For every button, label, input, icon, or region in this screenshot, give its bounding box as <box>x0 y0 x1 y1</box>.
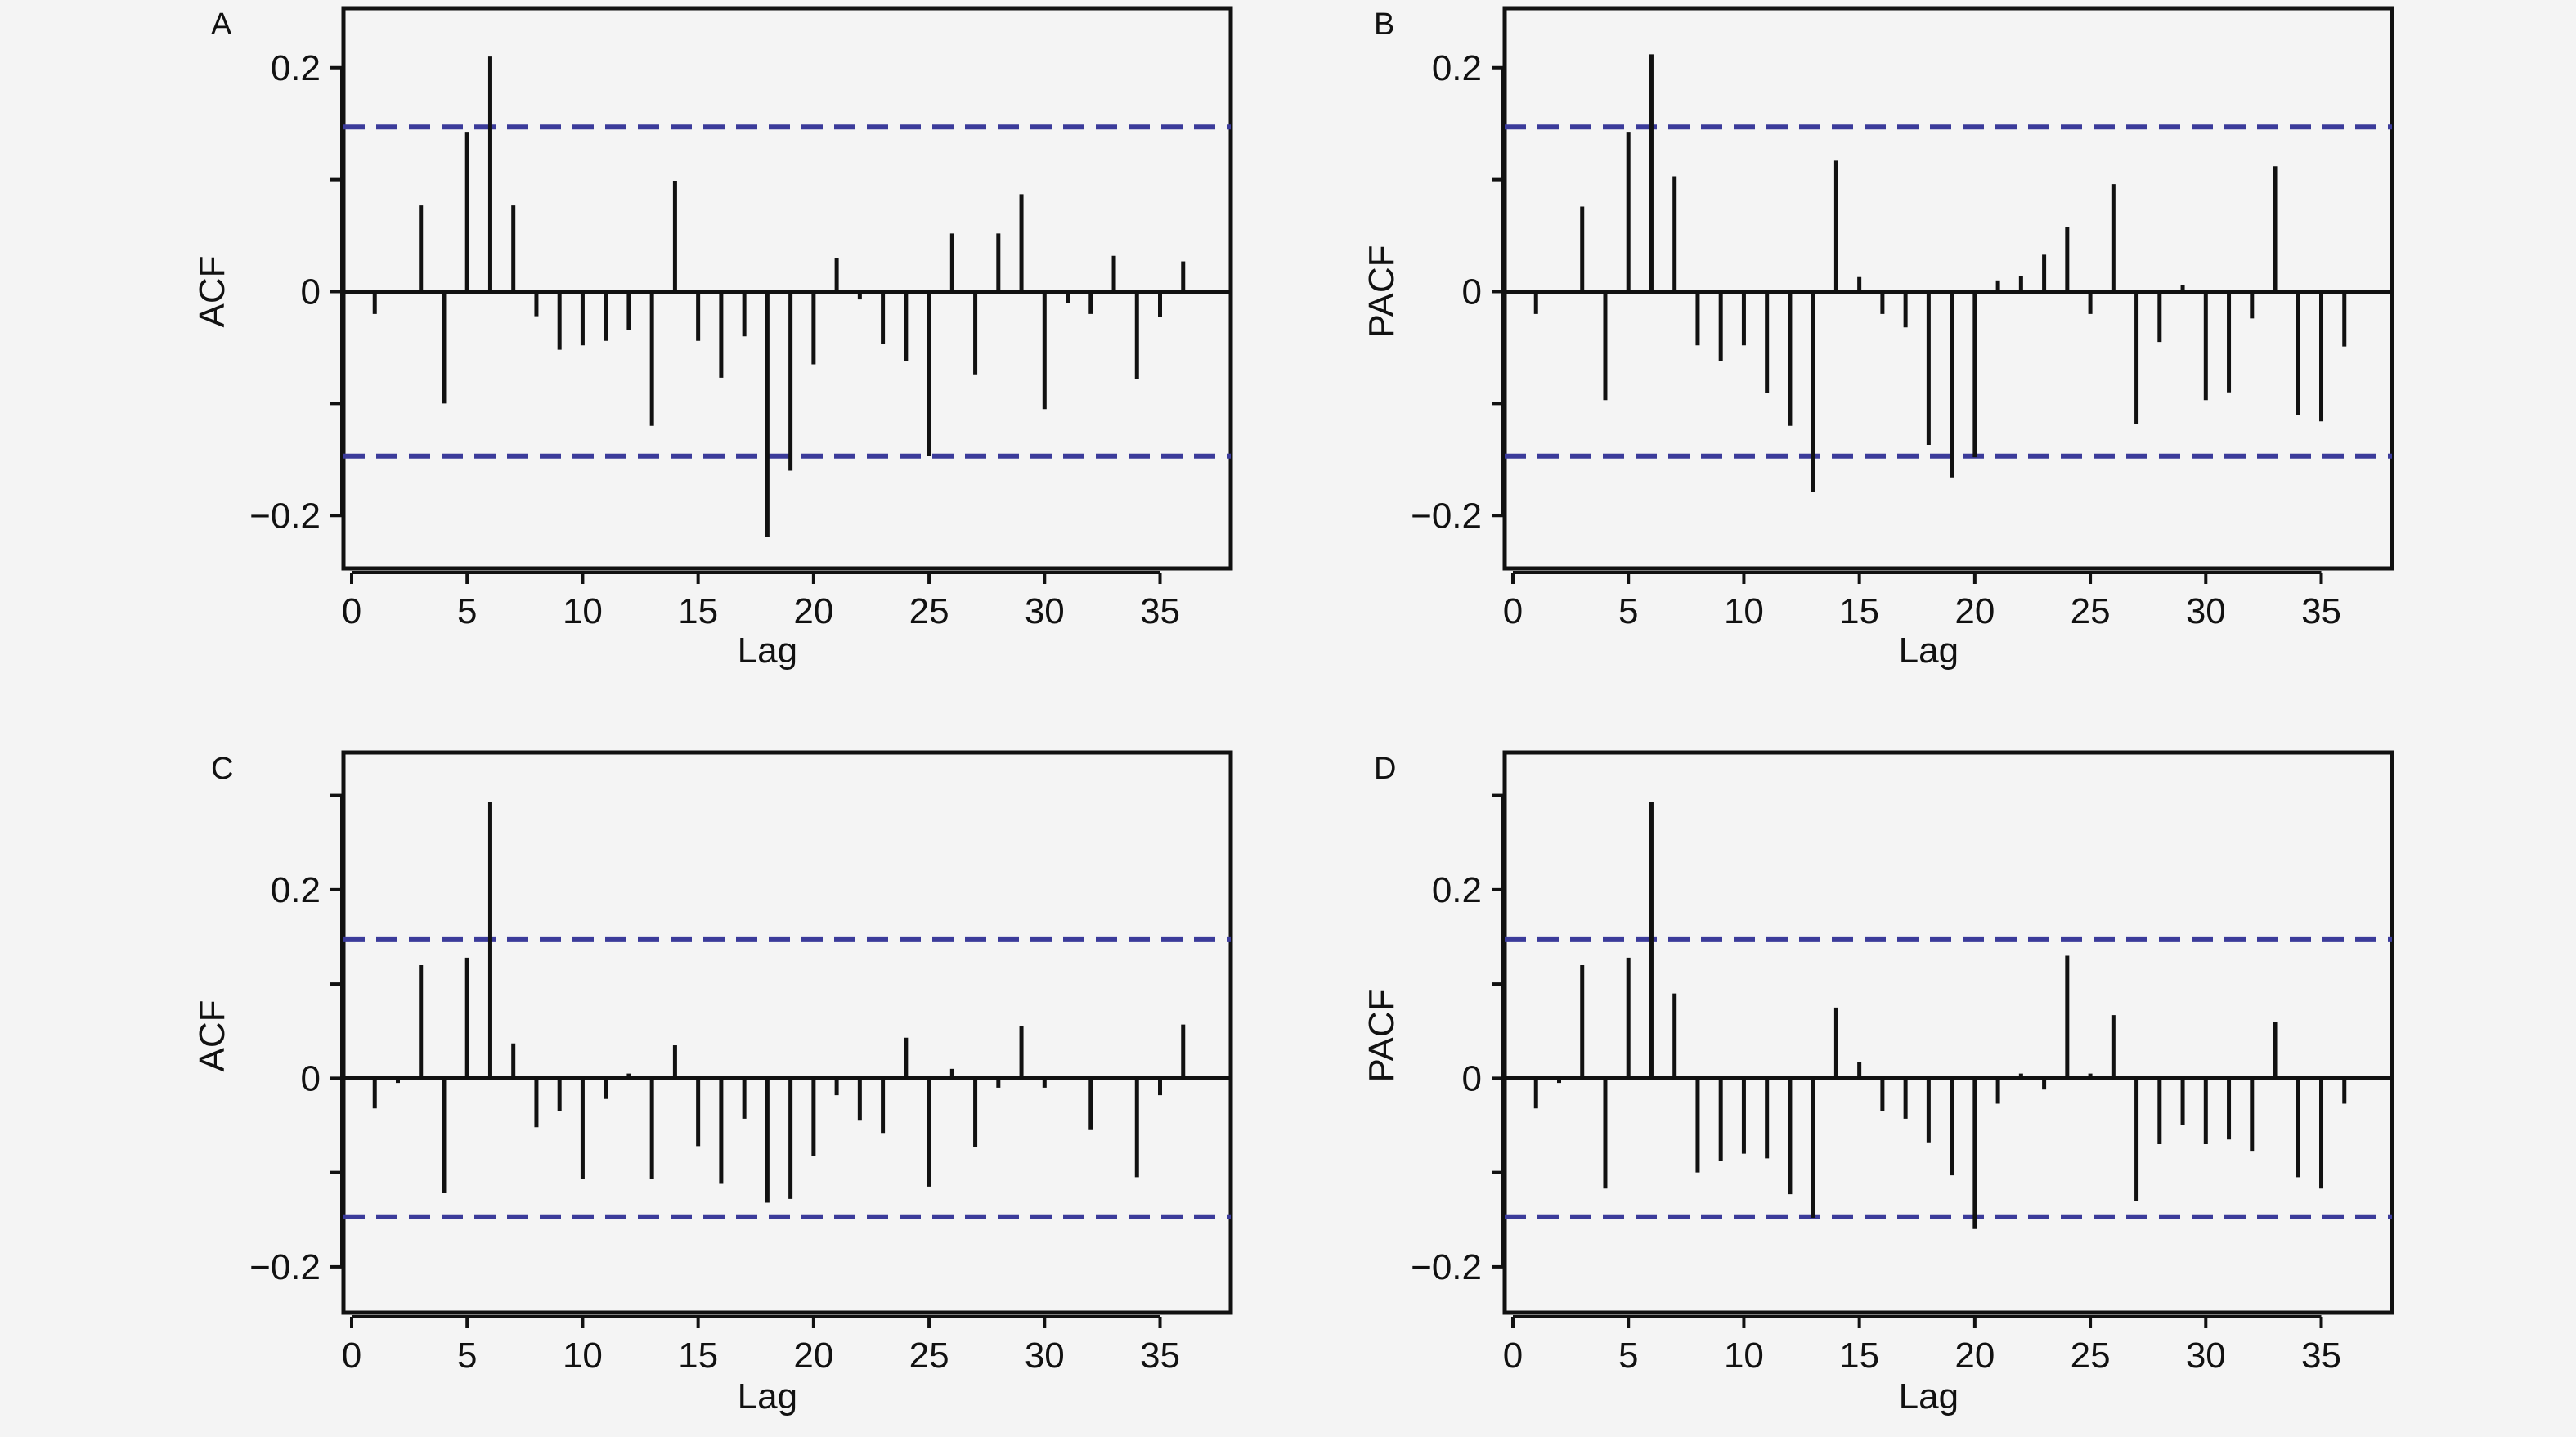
panel-letter: B <box>1374 7 1394 42</box>
x-tick-label: 0 <box>1503 1336 1523 1376</box>
panel-letter: A <box>211 7 232 42</box>
y-tick-label: 0 <box>301 1058 321 1098</box>
panel-letter: C <box>211 752 233 786</box>
x-tick-label: 10 <box>1724 591 1764 631</box>
x-tick-label: 10 <box>563 591 603 631</box>
y-axis-label: PACF <box>1362 245 1402 338</box>
plot-frame <box>341 6 1233 571</box>
x-tick-label: 25 <box>909 1336 949 1376</box>
x-tick-label: 5 <box>1618 1336 1638 1376</box>
y-tick-label: −0.2 <box>1411 496 1482 536</box>
x-axis-label: Lag <box>738 631 797 671</box>
panel-c: C −0.2 0 0.2 ACF 0 5 10 15 20 25 30 35 Lag <box>192 750 1233 1417</box>
x-tick-label: 30 <box>2186 1336 2226 1376</box>
y-tick-label: 0.2 <box>271 870 321 910</box>
x-tick-label: 25 <box>2071 1336 2111 1376</box>
x-tick-label: 25 <box>2071 591 2111 631</box>
x-tick-label: 20 <box>1954 591 1995 631</box>
x-tick-label: 35 <box>1140 1336 1180 1376</box>
x-tick-label: 15 <box>678 1336 718 1376</box>
plot-frame <box>1502 6 2394 571</box>
y-tick-label: −0.2 <box>249 1247 321 1287</box>
x-axis-label: Lag <box>1899 631 1959 671</box>
y-tick-label: 0.2 <box>1432 48 1482 88</box>
y-tick-label: 0 <box>1462 1058 1482 1098</box>
x-tick-label: 5 <box>1618 591 1638 631</box>
panel-d: D −0.2 0 0.2 PACF 0 5 10 15 20 25 30 35 Lag <box>1362 750 2394 1417</box>
x-axis-label: Lag <box>738 1376 797 1417</box>
x-tick-label: 20 <box>793 591 833 631</box>
panel-letter: D <box>1374 752 1396 786</box>
x-tick-label: 20 <box>1954 1336 1995 1376</box>
y-tick-label: 0.2 <box>1432 870 1482 910</box>
x-tick-label: 30 <box>1025 1336 1065 1376</box>
y-tick-label: 0 <box>1462 272 1482 312</box>
x-tick-label: 0 <box>342 1336 361 1376</box>
x-tick-label: 10 <box>1724 1336 1764 1376</box>
y-tick-label: −0.2 <box>249 496 321 536</box>
x-tick-label: 15 <box>1839 591 1879 631</box>
panel-a: A −0.2 0 0.2 ACF 0 5 10 15 20 25 30 35 Lag <box>192 6 1233 671</box>
x-tick-label: 30 <box>1025 591 1065 631</box>
x-tick-label: 15 <box>1839 1336 1879 1376</box>
x-tick-label: 5 <box>457 591 477 631</box>
x-axis-label: Lag <box>1899 1376 1959 1417</box>
x-tick-label: 15 <box>678 591 718 631</box>
x-tick-label: 35 <box>1140 591 1180 631</box>
x-tick-label: 25 <box>909 591 949 631</box>
x-tick-label: 30 <box>2186 591 2226 631</box>
x-tick-label: 35 <box>2301 1336 2341 1376</box>
y-axis-label: ACF <box>192 256 232 328</box>
y-tick-label: −0.2 <box>1411 1247 1482 1287</box>
plot-frame <box>341 750 1233 1315</box>
x-tick-label: 20 <box>793 1336 833 1376</box>
y-tick-label: 0.2 <box>271 48 321 88</box>
x-tick-label: 0 <box>1503 591 1523 631</box>
panel-b: B −0.2 0 0.2 PACF 0 5 10 15 20 25 30 35 Lag <box>1362 6 2394 671</box>
x-tick-label: 10 <box>563 1336 603 1376</box>
y-tick-label: 0 <box>301 272 321 312</box>
y-axis-label: PACF <box>1362 989 1402 1082</box>
plot-frame <box>1502 750 2394 1315</box>
x-tick-label: 0 <box>342 591 361 631</box>
x-tick-label: 35 <box>2301 591 2341 631</box>
y-axis-label: ACF <box>192 1000 232 1072</box>
x-tick-label: 5 <box>457 1336 477 1376</box>
